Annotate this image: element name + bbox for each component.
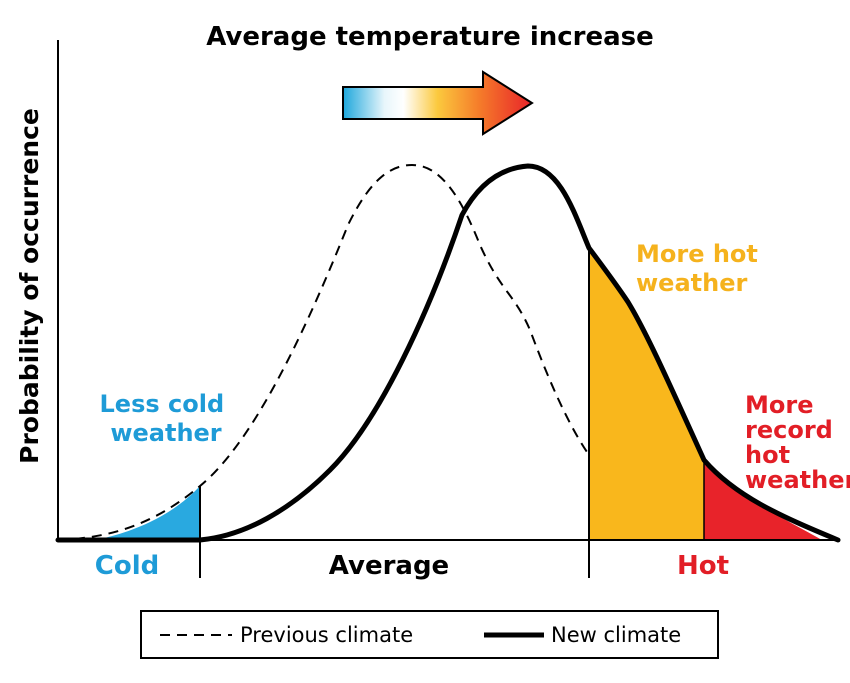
more-hot-line-1: More hot	[636, 240, 758, 268]
x-region-hot-label: Hot	[677, 551, 729, 581]
more-hot-line-2: weather	[636, 269, 747, 297]
record-hot-line-4: weather	[745, 466, 850, 494]
x-region-average-label: Average	[329, 551, 449, 581]
legend-new-label: New climate	[551, 623, 681, 647]
x-region-cold-label: Cold	[95, 551, 159, 581]
record-hot-line-1: More	[745, 391, 813, 419]
less-cold-line-2: weather	[110, 419, 221, 447]
legend-box	[140, 610, 719, 659]
record-hot-tail-area	[704, 460, 822, 540]
cold-tail-area	[95, 486, 200, 540]
record-hot-weather-annotation: More record hot weather	[745, 391, 850, 494]
y-axis-label: Probability of occurrence	[15, 108, 44, 464]
less-cold-line-1: Less cold	[100, 390, 225, 418]
record-hot-line-3: hot	[745, 441, 790, 469]
more-hot-weather-annotation: More hot weather	[636, 240, 766, 297]
diagram-title: Average temperature increase	[206, 22, 654, 52]
previous-climate-curve	[57, 163, 590, 541]
record-hot-line-2: record	[745, 416, 833, 444]
legend-previous-label: Previous climate	[240, 623, 413, 647]
hot-tail-area	[589, 248, 704, 540]
temperature-increase-arrow	[342, 70, 534, 136]
new-climate-curve	[55, 163, 841, 543]
less-cold-weather-annotation: Less cold weather	[100, 390, 233, 447]
